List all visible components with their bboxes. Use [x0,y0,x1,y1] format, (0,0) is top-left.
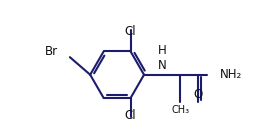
Text: H
N: H N [158,44,167,72]
Text: CH₃: CH₃ [171,105,190,115]
Text: Cl: Cl [125,25,136,38]
Text: NH₂: NH₂ [220,68,242,81]
Text: Cl: Cl [125,109,136,122]
Text: O: O [193,88,202,101]
Text: Br: Br [45,45,58,58]
